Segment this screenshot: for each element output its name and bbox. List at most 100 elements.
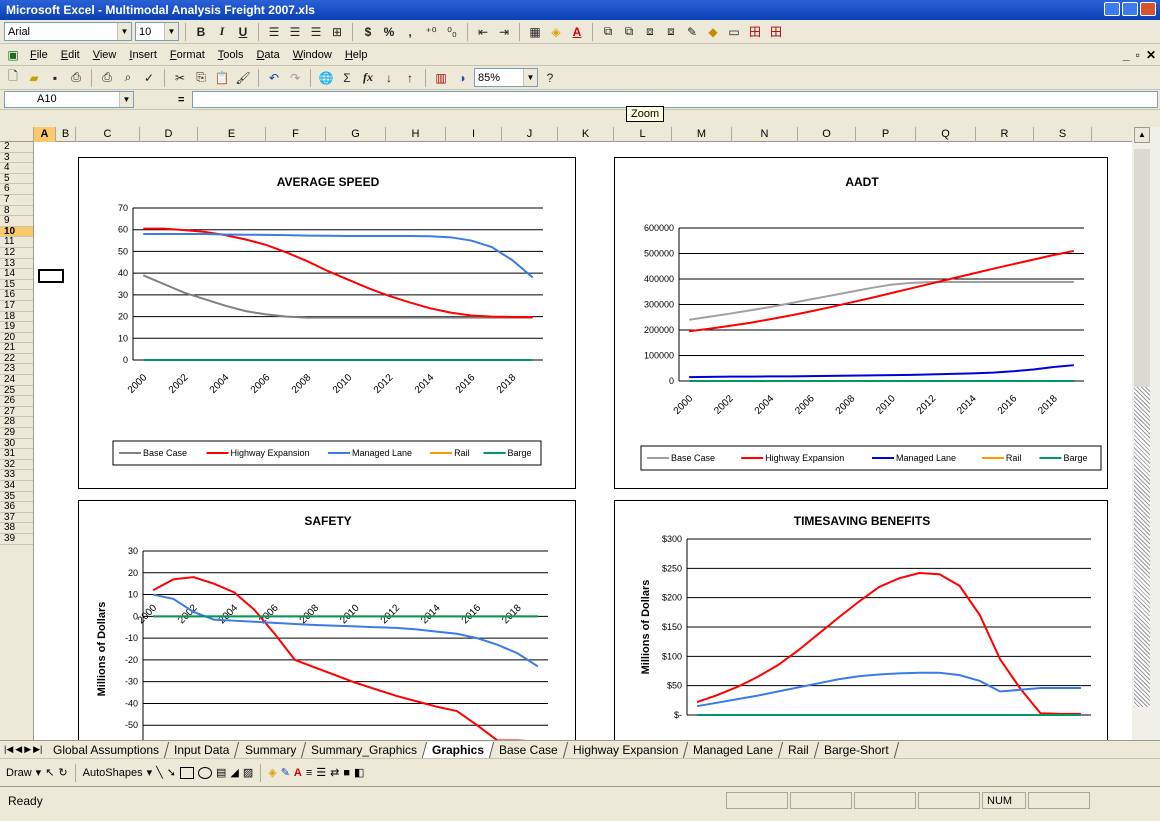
- 3d-icon[interactable]: ◧: [354, 767, 365, 779]
- arrow-icon[interactable]: ➘: [166, 767, 176, 779]
- chevron-down-icon[interactable]: ▼: [523, 69, 537, 86]
- row-header-29[interactable]: 29: [0, 427, 33, 439]
- scroll-track[interactable]: [1134, 149, 1150, 387]
- column-header-l[interactable]: L: [614, 127, 672, 142]
- undo-icon[interactable]: ↶: [268, 70, 280, 85]
- doc-restore-icon[interactable]: ▫: [1135, 47, 1140, 62]
- chart-tool-icon[interactable]: ⧉: [603, 24, 613, 38]
- italic-button[interactable]: I: [219, 24, 225, 38]
- sheet-tab-managed-lane[interactable]: Managed Lane: [684, 741, 784, 758]
- sort-ascending-icon[interactable]: ↓: [386, 70, 392, 85]
- underline-button[interactable]: U: [238, 24, 248, 39]
- minimize-icon[interactable]: [1104, 2, 1120, 16]
- wordart-icon[interactable]: ◢: [230, 767, 239, 779]
- open-icon[interactable]: ▰: [29, 70, 39, 85]
- row-header-39[interactable]: 39: [0, 533, 33, 545]
- select-all-corner[interactable]: [0, 127, 34, 142]
- increase-indent-icon[interactable]: ⇥: [498, 24, 510, 39]
- row-header-37[interactable]: 37: [0, 512, 33, 524]
- row-header-30[interactable]: 30: [0, 438, 33, 450]
- doc-close-icon[interactable]: ✕: [1145, 47, 1156, 62]
- sheet-tab-graphics[interactable]: Graphics: [423, 741, 495, 758]
- row-header-18[interactable]: 18: [0, 311, 33, 323]
- selected-cell[interactable]: [38, 269, 64, 283]
- menu-help[interactable]: Help: [344, 48, 368, 61]
- table-icon[interactable]: 田: [748, 25, 761, 39]
- row-header-35[interactable]: 35: [0, 491, 33, 503]
- align-center-icon[interactable]: ☰: [289, 24, 301, 39]
- print-preview-icon[interactable]: ⌕: [124, 70, 132, 84]
- chart-wizard-icon[interactable]: ▥: [435, 70, 447, 85]
- zoom-select[interactable]: 85% ▼: [474, 68, 538, 87]
- autoshapes-menu[interactable]: AutoShapes: [82, 766, 143, 779]
- row-header-32[interactable]: 32: [0, 459, 33, 471]
- percent-button[interactable]: %: [383, 24, 395, 39]
- row-header-6[interactable]: 6: [0, 184, 33, 195]
- menu-format[interactable]: Format: [169, 48, 205, 61]
- merge-center-icon[interactable]: ⊞: [331, 24, 343, 39]
- chevron-down-icon[interactable]: ▼: [119, 92, 133, 107]
- folder-icon[interactable]: ▭: [728, 24, 740, 39]
- paste-icon[interactable]: 📋: [214, 70, 230, 85]
- column-header-k[interactable]: K: [558, 127, 614, 142]
- font-size-select[interactable]: 10 ▼: [135, 22, 179, 41]
- average-speed-chart[interactable]: AVERAGE SPEED 0 10 20 30 40 50 60 70 2000 2002 2004…: [78, 157, 576, 489]
- column-header-h[interactable]: H: [386, 127, 446, 142]
- chevron-down-icon[interactable]: ▼: [164, 23, 178, 40]
- doc-minimize-icon[interactable]: _: [1122, 47, 1130, 62]
- column-header-i[interactable]: I: [446, 127, 502, 142]
- chart-tool-icon[interactable]: ⧉: [624, 24, 634, 38]
- sort-descending-icon[interactable]: ↑: [407, 70, 413, 85]
- borders-icon[interactable]: ▦: [529, 24, 541, 39]
- sheet-tab-barge-short[interactable]: Barge-Short: [814, 741, 899, 758]
- menu-view[interactable]: View: [92, 48, 117, 61]
- column-header-o[interactable]: O: [798, 127, 856, 142]
- column-header-e[interactable]: E: [198, 127, 266, 142]
- column-header-n[interactable]: N: [732, 127, 798, 142]
- column-header-q[interactable]: Q: [916, 127, 976, 142]
- column-header-g[interactable]: G: [326, 127, 386, 142]
- column-header-b[interactable]: B: [56, 127, 76, 142]
- column-header-m[interactable]: M: [672, 127, 732, 142]
- chart-tool-icon[interactable]: ⧈: [667, 24, 675, 38]
- comma-button[interactable]: ,: [408, 24, 412, 39]
- oval-icon[interactable]: [197, 766, 212, 779]
- scroll-up-icon[interactable]: ▲: [1134, 127, 1150, 143]
- row-header-24[interactable]: 24: [0, 374, 33, 386]
- copy-icon[interactable]: ⎘: [196, 70, 206, 84]
- sheet-tab-summary[interactable]: Summary: [235, 741, 307, 758]
- align-right-icon[interactable]: ☰: [310, 24, 322, 39]
- aadt-chart[interactable]: AADT 0 100000 200000 300000 400000 500000 60000…: [614, 157, 1108, 489]
- row-header-19[interactable]: 19: [0, 321, 33, 333]
- sheet-tab-highway-expansion[interactable]: Highway Expansion: [563, 741, 689, 758]
- row-header-28[interactable]: 28: [0, 417, 33, 429]
- align-left-icon[interactable]: ☰: [268, 24, 280, 39]
- row-header-14[interactable]: 14: [0, 269, 33, 280]
- drawing-icon[interactable]: ◑: [458, 70, 466, 85]
- print-icon[interactable]: ⎙: [102, 70, 112, 84]
- menu-tools[interactable]: Tools: [217, 48, 244, 61]
- cut-icon[interactable]: ✂: [174, 70, 186, 85]
- column-header-j[interactable]: J: [502, 127, 558, 142]
- row-header-7[interactable]: 7: [0, 194, 33, 206]
- textbox-icon[interactable]: ▤: [215, 767, 227, 779]
- decrease-indent-icon[interactable]: ⇤: [477, 24, 489, 39]
- row-header-25[interactable]: 25: [0, 385, 33, 397]
- currency-button[interactable]: $: [364, 24, 372, 39]
- row-header-2[interactable]: 2: [0, 142, 33, 153]
- row-header-22[interactable]: 22: [0, 353, 33, 365]
- row-header-31[interactable]: 31: [0, 449, 33, 460]
- column-header-p[interactable]: P: [856, 127, 916, 142]
- menu-window[interactable]: Window: [292, 48, 332, 61]
- permission-icon[interactable]: ⎙: [71, 70, 81, 84]
- row-header-34[interactable]: 34: [0, 480, 33, 492]
- font-color-icon[interactable]: A: [572, 24, 582, 39]
- first-tab-icon[interactable]: |◀: [4, 744, 14, 754]
- redo-icon[interactable]: ↷: [289, 70, 301, 85]
- line-style-icon[interactable]: ≡: [305, 766, 313, 779]
- column-header-a[interactable]: A: [34, 127, 56, 142]
- row-header-8[interactable]: 8: [0, 205, 33, 217]
- menu-file[interactable]: File: [30, 48, 48, 61]
- column-header-r[interactable]: R: [976, 127, 1034, 142]
- column-header-c[interactable]: C: [76, 127, 140, 142]
